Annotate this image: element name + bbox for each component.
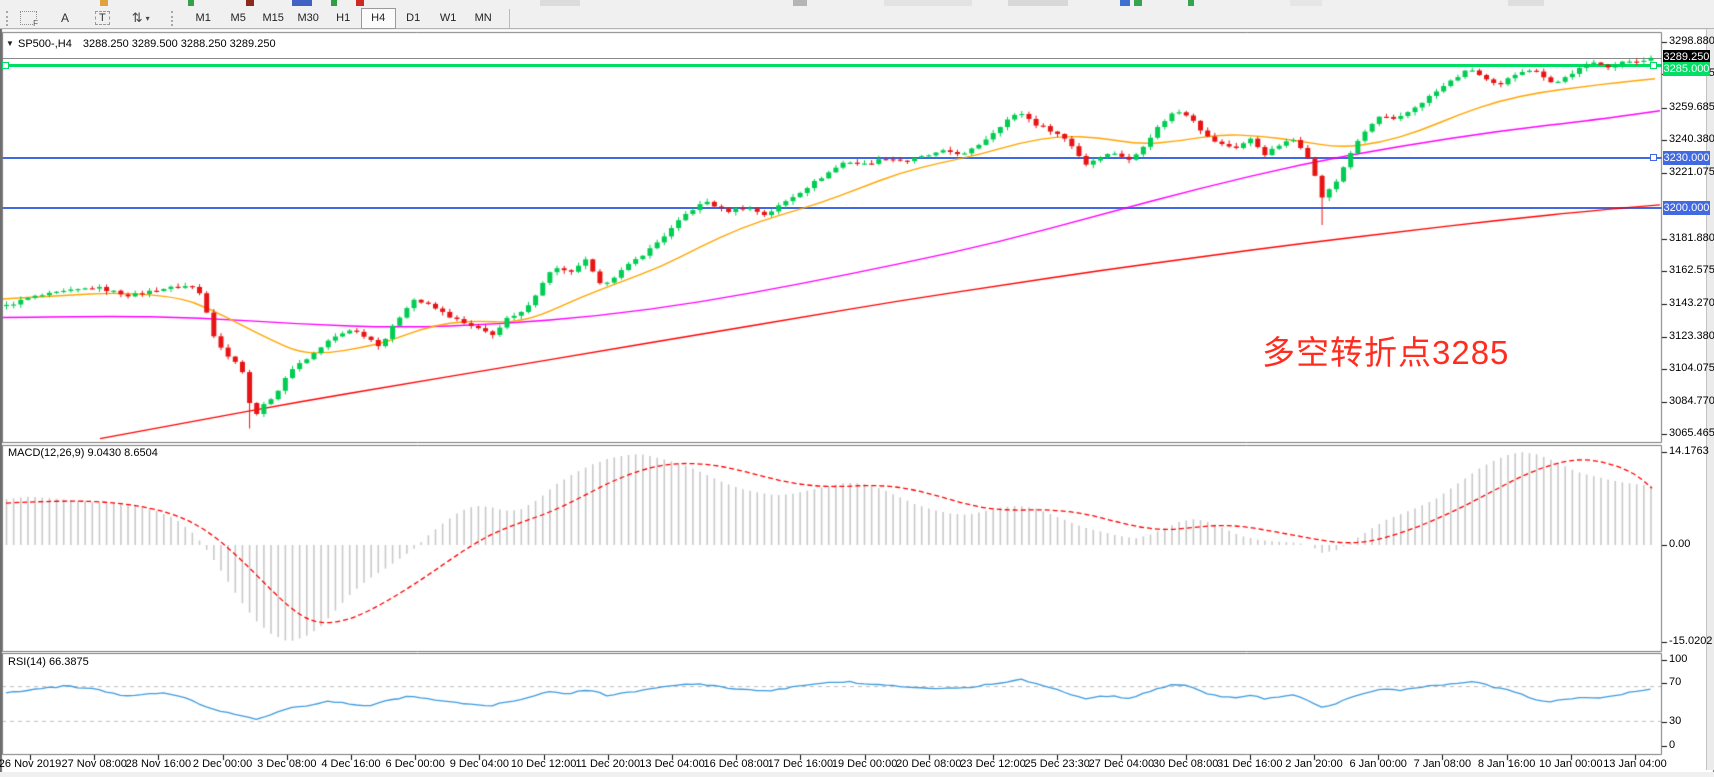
- text-box-icon: T: [95, 11, 110, 25]
- timeframe-button-m5[interactable]: M5: [230, 11, 246, 24]
- right-edge-strip: [1706, 29, 1714, 770]
- toolbar-fragment: [1120, 0, 1130, 6]
- toolbar-fragment: [540, 0, 580, 6]
- timeframe-toolbar: M1 M5 M15 M30 H1 H4 D1 W1 MN: [186, 7, 501, 29]
- toolbar-fragment: [356, 0, 364, 6]
- toolbar-fragment: [1508, 0, 1544, 6]
- toolbar-fragment: [1188, 0, 1194, 6]
- line-handle-right[interactable]: [1650, 61, 1657, 69]
- toolbar-fragment: [100, 0, 108, 6]
- font-tool-button[interactable]: A: [61, 11, 70, 25]
- crosshair-tool-button[interactable]: F: [15, 8, 42, 28]
- timeframe-button-m1[interactable]: M1: [195, 11, 211, 24]
- toolbar-grip[interactable]: [170, 10, 176, 26]
- bottom-edge-strip: [0, 772, 1714, 777]
- crosshair-icon: F: [20, 11, 38, 28]
- timeframe-button-m30[interactable]: M30: [297, 11, 319, 24]
- arrows-icon: ⇅: [131, 10, 143, 25]
- toolbar-fragment: [793, 0, 807, 6]
- line-handle-left[interactable]: [2, 61, 9, 69]
- toolbar: F A T ⇅ ▾ M1 M5 M15 M30 H1 H4 D1 W1 MN: [0, 7, 1714, 29]
- toolbar-separator: [508, 8, 510, 28]
- toolbar-grip[interactable]: [6, 10, 11, 26]
- timeframe-button-m15[interactable]: M15: [262, 11, 284, 24]
- chart-annotation[interactable]: 多空转折点3285: [1262, 334, 1510, 371]
- toolbar-fragment: [1134, 0, 1142, 6]
- timeframe-button-h1[interactable]: H1: [336, 11, 351, 24]
- toolbar-fragment: [1008, 0, 1068, 6]
- toolbar-fragment: [292, 0, 312, 6]
- toolbar-fragment: [188, 0, 194, 6]
- text-label-tool-button[interactable]: T: [90, 8, 115, 28]
- timeframe-button-d1[interactable]: D1: [406, 11, 421, 24]
- toolbar-fragment: [246, 0, 254, 6]
- toolbar-fragment: [331, 0, 337, 6]
- timeframe-button-w1[interactable]: W1: [439, 11, 457, 24]
- toolbar-fragment: [1290, 0, 1322, 6]
- toolbar-fragment: [884, 0, 972, 6]
- line-handle-right[interactable]: [1650, 154, 1657, 162]
- timeframe-button-h4[interactable]: H4: [360, 7, 396, 29]
- chevron-down-icon[interactable]: ▾: [145, 13, 150, 23]
- timeframe-button-mn[interactable]: MN: [474, 11, 492, 24]
- arrows-tool-button[interactable]: ⇅ ▾: [127, 8, 155, 28]
